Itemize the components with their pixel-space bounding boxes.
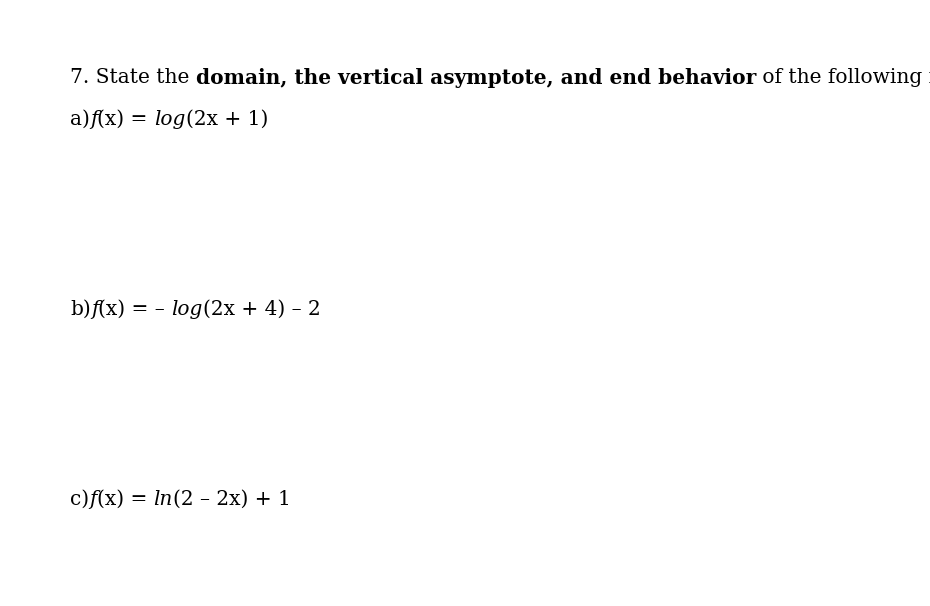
Text: domain, the vertical asymptote, and end behavior: domain, the vertical asymptote, and end … [195,68,756,88]
Text: log: log [154,110,185,129]
Text: f: f [90,110,98,129]
Text: c): c) [70,490,89,509]
Text: (2x + 1): (2x + 1) [185,110,268,129]
Text: f: f [91,300,99,319]
Text: of the following functions.: of the following functions. [756,68,930,87]
Text: 7. State the: 7. State the [70,68,195,87]
Text: f: f [89,490,97,509]
Text: (2x + 4) – 2: (2x + 4) – 2 [203,300,321,319]
Text: (x) =: (x) = [98,110,154,129]
Text: ln: ln [153,490,173,509]
Text: a): a) [70,110,90,129]
Text: (2 – 2x) + 1: (2 – 2x) + 1 [173,490,290,509]
Text: b): b) [70,300,91,319]
Text: (x) = –: (x) = – [99,300,171,319]
Text: log: log [171,300,203,319]
Text: (x) =: (x) = [97,490,153,509]
